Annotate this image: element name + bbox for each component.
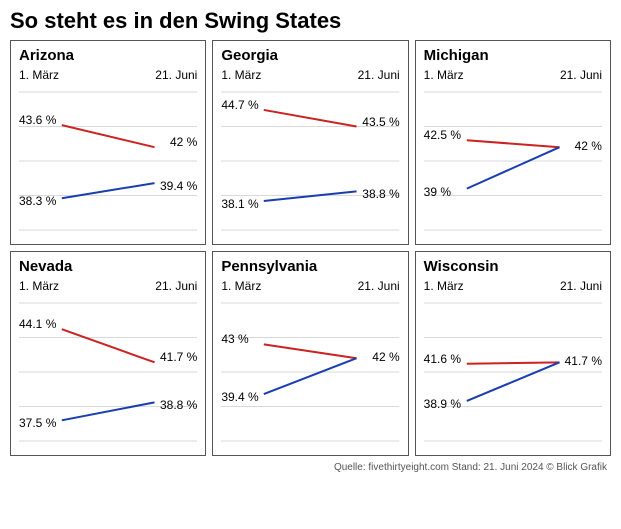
blue-start-label: 37.5 %	[19, 416, 56, 430]
main-title: So steht es in den Swing States	[10, 8, 611, 34]
blue-start-label: 39.4 %	[221, 390, 258, 404]
date-start: 1. März	[19, 68, 59, 82]
blue-end-label: 39.4 %	[160, 179, 197, 193]
state-name: Georgia	[221, 47, 399, 64]
panel-arizona: Arizona 1. März 21. Juni 43.6 % 38.3 % 42 % 39…	[10, 40, 206, 245]
state-name: Michigan	[424, 47, 602, 64]
panel-grid: Arizona 1. März 21. Juni 43.6 % 38.3 % 42 % 39…	[10, 40, 611, 456]
end-merged-label: 42 %	[372, 350, 399, 364]
blue-start-label: 38.1 %	[221, 197, 258, 211]
chart-area: 44.7 % 38.1 % 43.5 % 38.8 %	[221, 86, 399, 236]
date-start: 1. März	[221, 279, 261, 293]
date-end: 21. Juni	[560, 279, 602, 293]
red-end-label: 41.7 %	[160, 350, 197, 364]
chart-area: 44.1 % 37.5 % 41.7 % 38.8 %	[19, 297, 197, 447]
red-start-label: 41.6 %	[424, 352, 461, 366]
blue-start-label: 38.9 %	[424, 397, 461, 411]
end-merged-label: 42 %	[575, 139, 602, 153]
chart-area: 41.6 % 38.9 % 41.7 %	[424, 297, 602, 447]
date-start: 1. März	[424, 68, 464, 82]
date-start: 1. März	[19, 279, 59, 293]
red-start-label: 42.5 %	[424, 128, 461, 142]
date-start: 1. März	[424, 279, 464, 293]
chart-area: 42.5 % 39 % 42 %	[424, 86, 602, 236]
panel-pennsylvania: Pennsylvania 1. März 21. Juni 43 % 39.4 % 42 …	[212, 251, 408, 456]
blue-end-label: 38.8 %	[362, 187, 399, 201]
red-start-label: 44.1 %	[19, 317, 56, 331]
panel-michigan: Michigan 1. März 21. Juni 42.5 % 39 % 42 %	[415, 40, 611, 245]
date-end: 21. Juni	[155, 279, 197, 293]
date-row: 1. März 21. Juni	[19, 68, 197, 82]
date-row: 1. März 21. Juni	[221, 279, 399, 293]
state-name: Wisconsin	[424, 258, 602, 275]
end-merged-label: 41.7 %	[565, 354, 602, 368]
date-end: 21. Juni	[155, 68, 197, 82]
date-end: 21. Juni	[560, 68, 602, 82]
date-row: 1. März 21. Juni	[424, 279, 602, 293]
state-name: Nevada	[19, 258, 197, 275]
blue-start-label: 39 %	[424, 185, 451, 199]
panel-wisconsin: Wisconsin 1. März 21. Juni 41.6 % 38.9 % 41.7…	[415, 251, 611, 456]
red-end-label: 42 %	[170, 135, 197, 149]
blue-start-label: 38.3 %	[19, 194, 56, 208]
footer-credit: Quelle: fivethirtyeight.com Stand: 21. J…	[10, 462, 611, 473]
red-start-label: 43 %	[221, 332, 248, 346]
state-name: Arizona	[19, 47, 197, 64]
date-row: 1. März 21. Juni	[424, 68, 602, 82]
blue-end-label: 38.8 %	[160, 398, 197, 412]
date-end: 21. Juni	[358, 279, 400, 293]
chart-container: So steht es in den Swing States Arizona 1…	[0, 0, 621, 477]
date-row: 1. März 21. Juni	[221, 68, 399, 82]
state-name: Pennsylvania	[221, 258, 399, 275]
chart-area: 43.6 % 38.3 % 42 % 39.4 %	[19, 86, 197, 236]
panel-nevada: Nevada 1. März 21. Juni 44.1 % 37.5 % 41.7 % 3…	[10, 251, 206, 456]
date-end: 21. Juni	[358, 68, 400, 82]
red-start-label: 43.6 %	[19, 113, 56, 127]
chart-area: 43 % 39.4 % 42 %	[221, 297, 399, 447]
red-start-label: 44.7 %	[221, 98, 258, 112]
date-row: 1. März 21. Juni	[19, 279, 197, 293]
panel-georgia: Georgia 1. März 21. Juni 44.7 % 38.1 % 43.5 %…	[212, 40, 408, 245]
date-start: 1. März	[221, 68, 261, 82]
red-end-label: 43.5 %	[362, 115, 399, 129]
